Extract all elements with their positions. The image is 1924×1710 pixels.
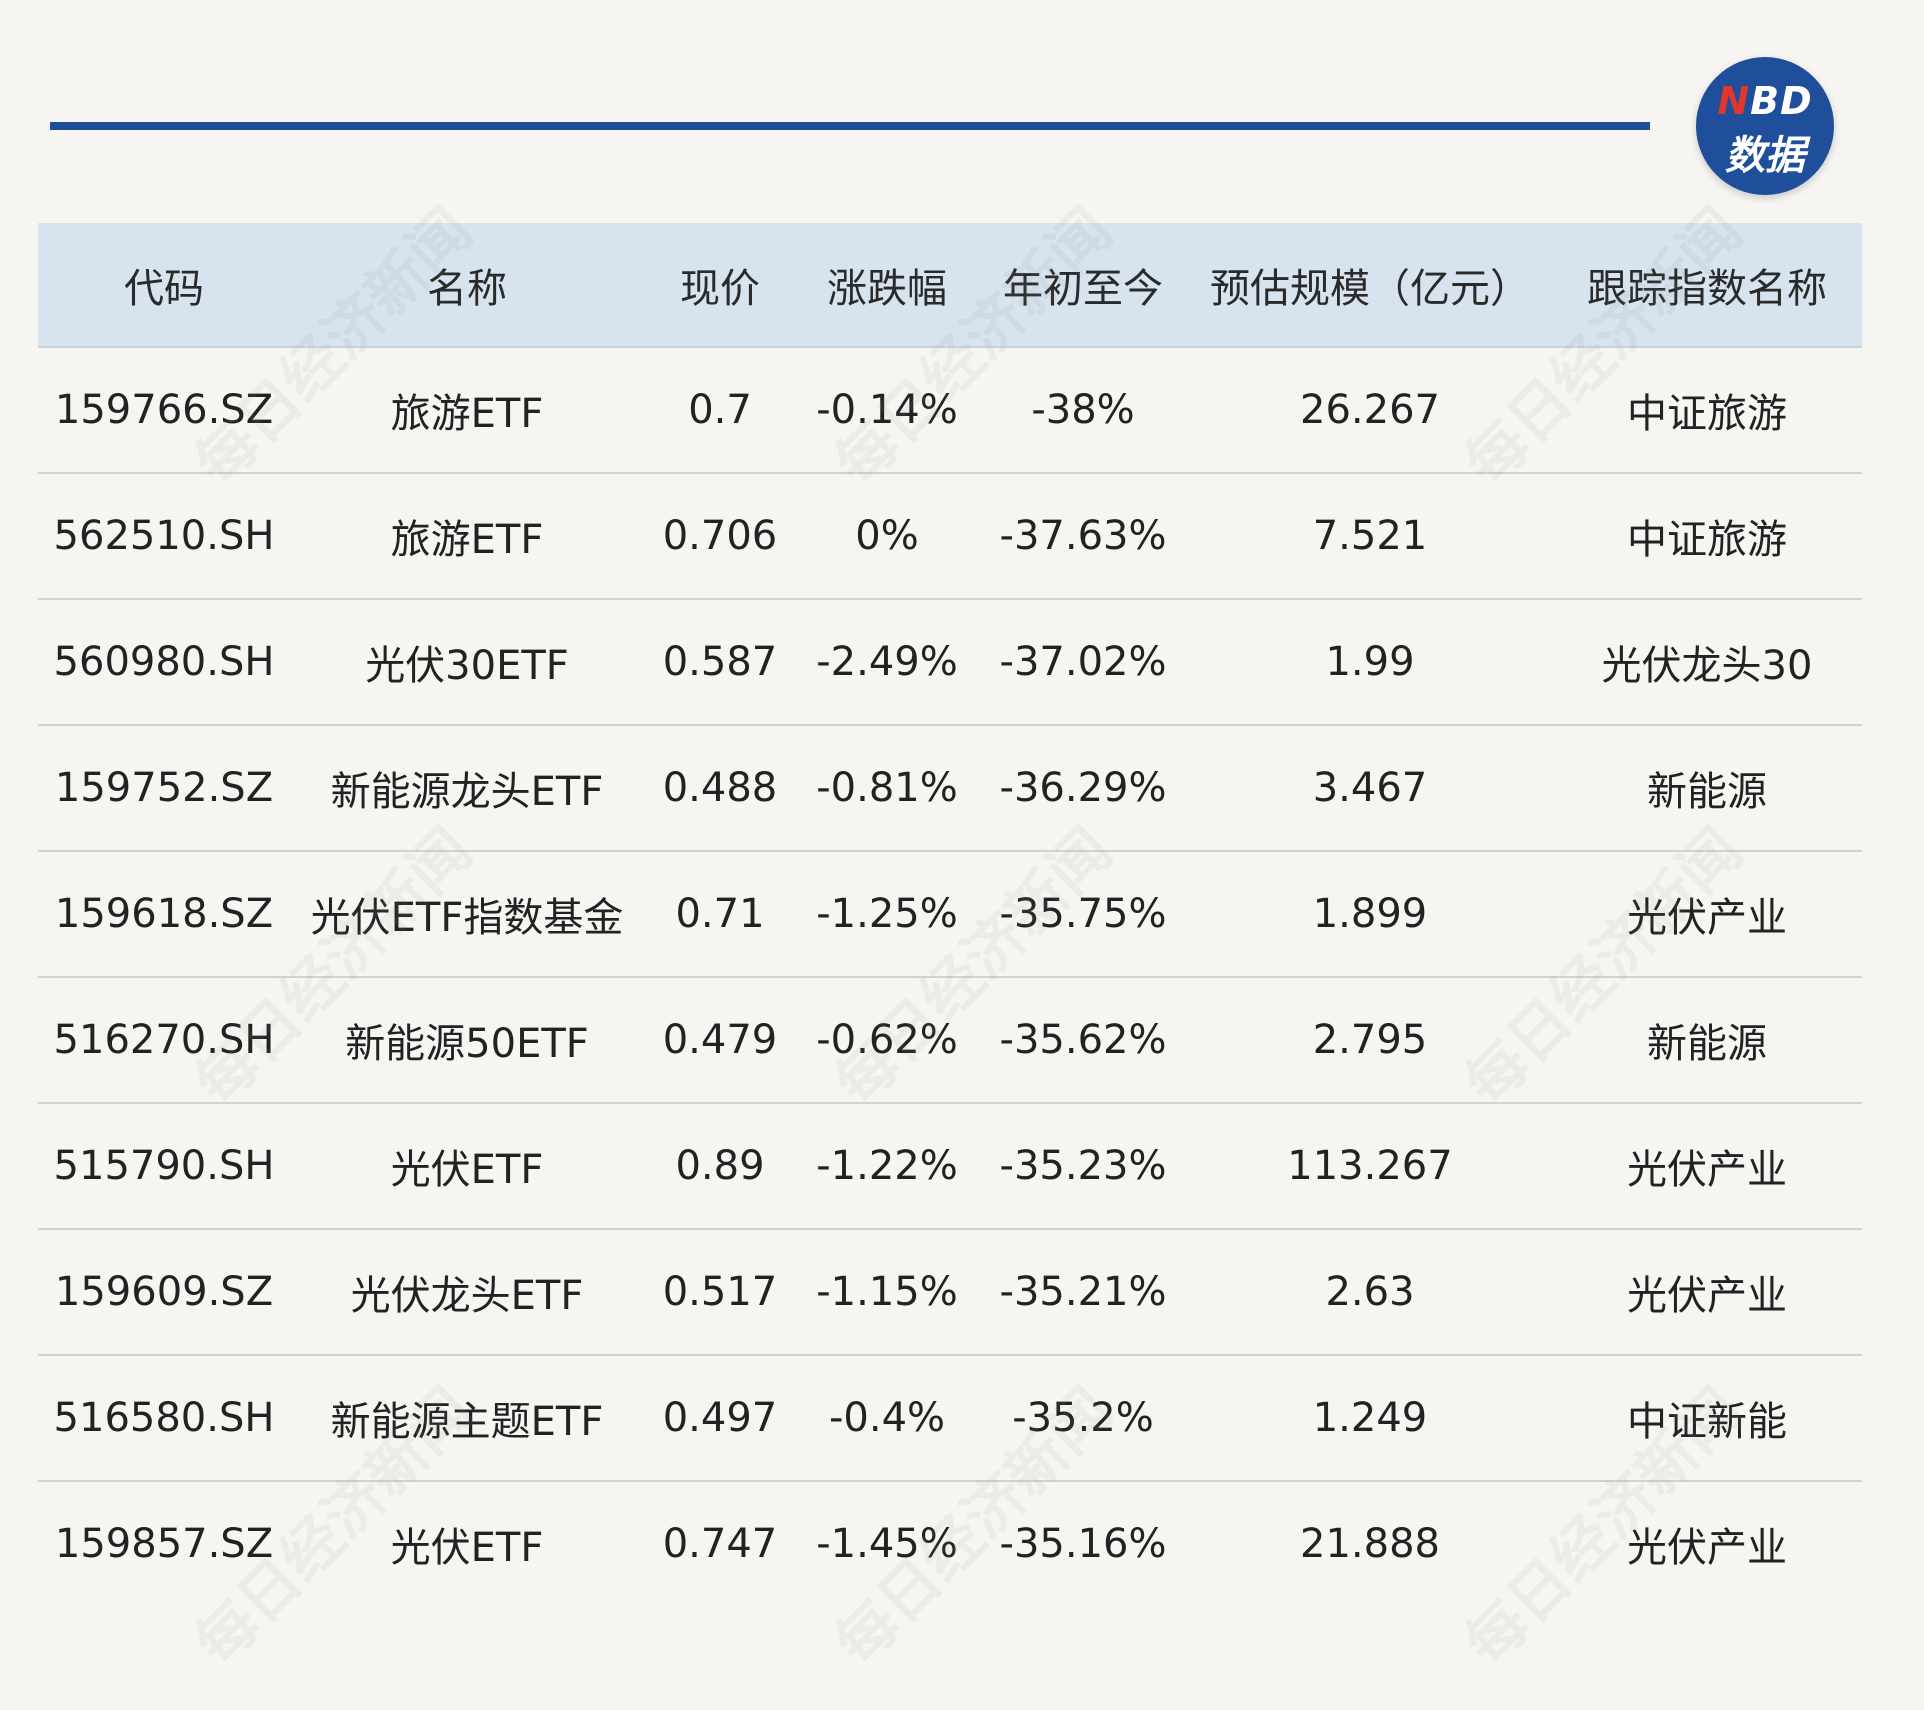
table-header: 代码 名称 现价 涨跌幅 年初至今 预估规模（亿元） 跟踪指数名称 (38, 223, 1862, 348)
cell-price: 0.587 (662, 639, 778, 685)
cell-price: 0.71 (675, 891, 765, 937)
cell-price: 0.89 (675, 1143, 765, 1189)
cell-price: 0.479 (662, 1017, 778, 1063)
table-row: 159857.SZ 光伏ETF 0.747 -1.45% -35.16% 21.888 光伏… (38, 1482, 1862, 1606)
cell-ytd: -37.63% (999, 513, 1167, 559)
cell-price: 0.517 (662, 1269, 778, 1315)
cell-price: 0.7 (688, 387, 752, 433)
cell-change: -1.15% (816, 1269, 958, 1315)
table-row: 159609.SZ 光伏龙头ETF 0.517 -1.15% -35.21% 2.63 光伏… (38, 1230, 1862, 1356)
cell-name: 光伏ETF (390, 1525, 544, 1571)
cell-index: 光伏产业 (1627, 1525, 1787, 1571)
cell-change: -2.49% (816, 639, 958, 685)
table-row: 516270.SH 新能源50ETF 0.479 -0.62% -35.62% 2.795… (38, 978, 1862, 1104)
cell-change: -1.22% (816, 1143, 958, 1189)
cell-index: 光伏龙头30 (1601, 643, 1813, 689)
cell-scale: 26.267 (1300, 387, 1440, 433)
cell-name: 光伏ETF指数基金 (310, 895, 624, 941)
column-header-price: 现价 (680, 265, 760, 312)
cell-index: 新能源 (1647, 769, 1767, 815)
cell-scale: 2.63 (1325, 1269, 1415, 1315)
cell-index: 光伏产业 (1627, 1273, 1787, 1319)
logo-letters: BD (1750, 79, 1813, 123)
logo-accent-letter: N (1717, 79, 1751, 123)
cell-price: 0.706 (662, 513, 778, 559)
cell-ytd: -35.16% (999, 1521, 1167, 1567)
cell-change: -1.45% (816, 1521, 958, 1567)
cell-change: -1.25% (816, 891, 958, 937)
etf-table: 代码 名称 现价 涨跌幅 年初至今 预估规模（亿元） 跟踪指数名称 159766… (38, 223, 1862, 1606)
cell-code: 159609.SZ (54, 1269, 274, 1315)
column-header-scale: 预估规模（亿元） (1210, 265, 1530, 312)
cell-ytd: -38% (1031, 387, 1135, 433)
table-row: 516580.SH 新能源主题ETF 0.497 -0.4% -35.2% 1.249 中证… (38, 1356, 1862, 1482)
logo-wordmark: NBD (1696, 79, 1834, 123)
cell-ytd: -37.02% (999, 639, 1167, 685)
cell-name: 旅游ETF (390, 391, 544, 437)
cell-scale: 2.795 (1312, 1017, 1428, 1063)
cell-scale: 1.99 (1325, 639, 1415, 685)
table-row: 562510.SH 旅游ETF 0.706 0% -37.63% 7.521 中证旅游 (38, 474, 1862, 600)
cell-code: 159857.SZ (54, 1521, 274, 1567)
table-row: 560980.SH 光伏30ETF 0.587 -2.49% -37.02% 1.99 光伏… (38, 600, 1862, 726)
cell-code: 562510.SH (53, 513, 275, 559)
cell-name: 旅游ETF (390, 517, 544, 563)
column-header-code: 代码 (124, 265, 204, 312)
column-header-index: 跟踪指数名称 (1587, 265, 1827, 312)
cell-scale: 21.888 (1300, 1521, 1440, 1567)
cell-ytd: -36.29% (999, 765, 1167, 811)
cell-name: 新能源龙头ETF (330, 769, 604, 815)
cell-scale: 113.267 (1287, 1143, 1453, 1189)
cell-code: 515790.SH (53, 1143, 275, 1189)
cell-code: 159752.SZ (54, 765, 274, 811)
cell-scale: 3.467 (1312, 765, 1428, 811)
cell-index: 光伏产业 (1627, 1147, 1787, 1193)
cell-change: 0% (855, 513, 919, 559)
cell-price: 0.488 (662, 765, 778, 811)
table-row: 159766.SZ 旅游ETF 0.7 -0.14% -38% 26.267 中证旅游 (38, 348, 1862, 474)
cell-name: 新能源主题ETF (330, 1399, 604, 1445)
cell-ytd: -35.62% (999, 1017, 1167, 1063)
cell-index: 新能源 (1647, 1021, 1767, 1067)
cell-code: 516580.SH (53, 1395, 275, 1441)
logo-subtitle: 数据 (1725, 133, 1805, 179)
cell-index: 中证旅游 (1627, 391, 1787, 437)
table-body: 159766.SZ 旅游ETF 0.7 -0.14% -38% 26.267 中证旅游 562… (38, 348, 1862, 1606)
cell-price: 0.497 (662, 1395, 778, 1441)
cell-name: 新能源50ETF (345, 1021, 589, 1067)
cell-scale: 7.521 (1312, 513, 1428, 559)
cell-scale: 1.249 (1312, 1395, 1428, 1441)
cell-code: 159618.SZ (54, 891, 274, 937)
cell-ytd: -35.23% (999, 1143, 1167, 1189)
cell-ytd: -35.2% (1012, 1395, 1154, 1441)
table-row: 515790.SH 光伏ETF 0.89 -1.22% -35.23% 113.267 光伏… (38, 1104, 1862, 1230)
cell-index: 中证旅游 (1627, 517, 1787, 563)
cell-scale: 1.899 (1312, 891, 1428, 937)
cell-change: -0.14% (816, 387, 958, 433)
cell-index: 中证新能 (1627, 1399, 1787, 1445)
cell-index: 光伏产业 (1627, 895, 1787, 941)
column-header-change: 涨跌幅 (827, 265, 947, 312)
cell-code: 560980.SH (53, 639, 275, 685)
cell-name: 光伏龙头ETF (350, 1273, 584, 1319)
table-row: 159752.SZ 新能源龙头ETF 0.488 -0.81% -36.29% 3.467… (38, 726, 1862, 852)
table-row: 159618.SZ 光伏ETF指数基金 0.71 -1.25% -35.75% 1.899… (38, 852, 1862, 978)
cell-name: 光伏30ETF (365, 643, 569, 689)
cell-ytd: -35.21% (999, 1269, 1167, 1315)
cell-code: 159766.SZ (54, 387, 274, 433)
column-header-ytd: 年初至今 (1003, 265, 1163, 312)
cell-code: 516270.SH (53, 1017, 275, 1063)
cell-price: 0.747 (662, 1521, 778, 1567)
cell-change: -0.62% (816, 1017, 958, 1063)
nbd-data-logo: NBD 数据 (1696, 57, 1834, 195)
cell-change: -0.4% (828, 1395, 946, 1441)
column-header-name: 名称 (427, 265, 507, 312)
header-rule (50, 122, 1650, 130)
cell-change: -0.81% (816, 765, 958, 811)
cell-name: 光伏ETF (390, 1147, 544, 1193)
cell-ytd: -35.75% (999, 891, 1167, 937)
